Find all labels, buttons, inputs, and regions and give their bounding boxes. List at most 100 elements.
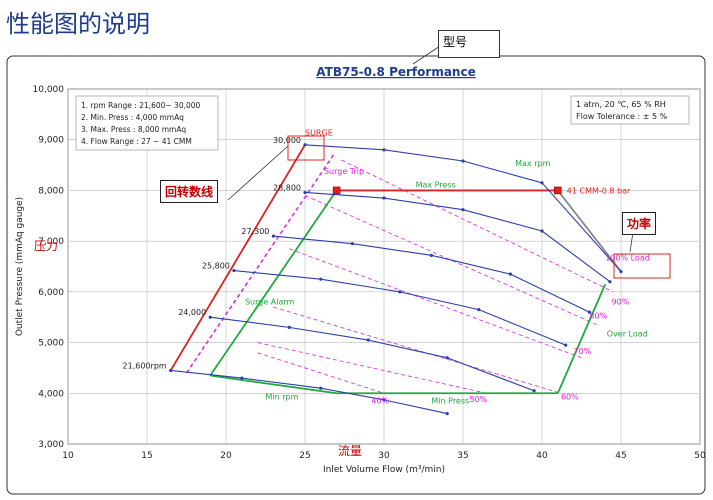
rpm-point [445, 411, 449, 416]
rpm-point [532, 389, 536, 393]
rpm-point [508, 272, 512, 276]
full-load-line [557, 189, 622, 273]
surge-line [169, 144, 306, 371]
x-tick-label: 35 [457, 451, 468, 461]
rpm-point [350, 242, 354, 246]
surge-trip-label: Surge Trip [324, 167, 364, 176]
load-line [304, 195, 598, 326]
over-load-label: Over Load [607, 329, 648, 338]
rpm-point [382, 398, 386, 402]
y-axis-label: Outlet Pressure (mmAq gauge) [15, 197, 25, 336]
load-percent-label: 60% [561, 392, 579, 401]
rpm-point [303, 190, 307, 195]
conditions-box [570, 95, 690, 125]
rpm-label: 21,600rpm [123, 361, 167, 370]
rpm-point [398, 290, 402, 294]
rpm-point [240, 376, 244, 380]
load-line [273, 306, 562, 394]
power-leader [629, 231, 634, 253]
y-tick-label: 9,000 [38, 136, 64, 146]
rpm-point [366, 338, 370, 342]
plot-area: 10 15 20 25 30 35 40 45 50 3,000 4,000 5,000 6,000 7,… [15, 45, 706, 475]
model-callout: 型号 [438, 30, 500, 58]
rpm-point [445, 356, 449, 360]
rpm-point [587, 310, 592, 314]
load-percent-label: 70% [574, 347, 592, 356]
x-tick-label: 25 [299, 451, 310, 461]
over-load-line [556, 283, 607, 394]
rpm-point [382, 196, 386, 200]
min-rpm-line [210, 374, 337, 395]
rpm-label: 27,300 [241, 227, 269, 236]
rpm-point [608, 280, 612, 284]
load-percent-label: 90% [612, 298, 630, 307]
load-line [341, 159, 614, 293]
y-tick-label: 10,000 [33, 85, 65, 95]
load-line [289, 248, 582, 359]
x-tick-label: 20 [220, 451, 232, 461]
rpm-label: 24,000 [178, 308, 206, 317]
condition-note: Flow Tolerance : ± 5 % [576, 112, 668, 121]
rpm-point [232, 268, 236, 273]
x-tick-label: 45 [615, 451, 626, 461]
load-percent-label: 40% [371, 396, 389, 405]
y-tick-label: 8,000 [38, 186, 64, 196]
operating-point-marker [554, 186, 562, 195]
max-press-label: Max Press [416, 180, 456, 189]
rpm-label: 30,000 [273, 136, 301, 145]
x-tick-label: 50 [694, 451, 706, 461]
x-tick-label: 40 [536, 451, 548, 461]
spec-note: 1. rpm Range : 21,600~ 30,000 [81, 101, 201, 110]
load-line [257, 352, 385, 394]
rpm-label: 25,800 [202, 262, 230, 271]
rpm-point [169, 368, 173, 373]
flow-label: 流量 [338, 444, 363, 458]
rpm-point [477, 308, 481, 312]
rpm-point [208, 315, 212, 319]
condition-note: 1 atm, 20 ℃, 65 % RH [576, 100, 666, 109]
min-press-label: Min Press [431, 396, 469, 405]
rpm-point [303, 143, 307, 147]
y-tick-label: 7,000 [38, 237, 64, 247]
x-tick-label: 30 [378, 451, 390, 461]
rpm-point [382, 148, 386, 152]
min-rpm-label: Min rpm [266, 392, 299, 401]
y-tick-label: 5,000 [38, 339, 64, 349]
spec-note: 4. Flow Range : 27 ~ 41 CMM [81, 137, 192, 146]
surge-trip-line [185, 154, 335, 374]
load-highlight-box [613, 253, 671, 279]
surge-label: SURGE [305, 129, 333, 138]
spec-notes-box [75, 95, 219, 151]
rpm-point [287, 325, 291, 329]
surge-point-marker [332, 186, 341, 195]
chart-title: ATB75-0.8 Performance [316, 65, 475, 79]
page-title: 性能图的说明 [6, 10, 150, 38]
rpm-point [540, 181, 544, 185]
rpm-point [461, 208, 465, 212]
rpm-label: 28,800 [273, 183, 301, 192]
y-tick-label: 4,000 [38, 389, 64, 399]
max-rpm-label: Max rpm [515, 159, 550, 168]
rpm-point [319, 386, 323, 390]
pressure-label: 压力 [34, 239, 59, 253]
rpm-line-callout: 回转数线 [160, 180, 219, 203]
x-tick-label: 15 [141, 451, 152, 461]
rpm-point [540, 229, 544, 233]
rpm-leader [227, 145, 289, 201]
spec-note: 3. Max. Press : 8,000 mmAq [81, 125, 186, 134]
full-load-label: 100% Load [605, 253, 650, 262]
rpm-point [271, 234, 275, 238]
rpm-highlight-box [287, 135, 325, 161]
rpm-point [461, 159, 465, 163]
y-tick-label: 3,000 [38, 440, 64, 450]
spec-note: 2. Min. Press : 4,000 mmAq [81, 113, 184, 122]
surge-alarm-label: Surge Alarm [245, 298, 295, 307]
rpm-point [429, 253, 433, 257]
operating-point-label: 41 CMM-0.8 bar [567, 186, 631, 195]
x-axis-label: Inlet Volume Flow (m³/min) [323, 465, 445, 475]
rpm-point [319, 277, 323, 281]
y-tick-label: 6,000 [38, 288, 64, 298]
load-percent-label: 50% [469, 395, 487, 404]
rpm-point [564, 343, 568, 347]
